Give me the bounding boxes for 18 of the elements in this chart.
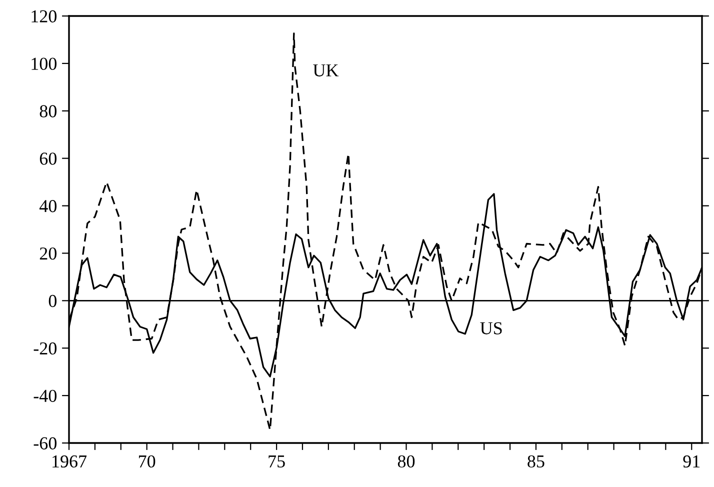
y-tick-label: 120 — [32, 10, 57, 22]
y-tick-label: -20 — [34, 342, 57, 355]
y-tick-label: 40 — [39, 200, 57, 212]
y-tick-label: 20 — [40, 247, 57, 260]
x-tick-label: 70 — [138, 455, 156, 468]
annotation: UK — [313, 64, 339, 76]
x-tick-label: 91 — [683, 455, 700, 468]
y-tick-label: 0 — [48, 294, 57, 308]
x-tick-label: 75 — [268, 456, 285, 468]
annotation: US — [480, 322, 502, 334]
x-tick-label: 85 — [528, 455, 544, 468]
x-tick-label: 1967 — [52, 455, 87, 468]
y-tick-label: 60 — [40, 152, 57, 165]
y-tick-label: -60 — [34, 437, 57, 450]
y-tick-label: -40 — [34, 390, 57, 402]
y-tick-label: 80 — [40, 105, 57, 118]
x-tick-label: 80 — [398, 455, 415, 468]
y-tick-label: 100 — [32, 58, 57, 70]
